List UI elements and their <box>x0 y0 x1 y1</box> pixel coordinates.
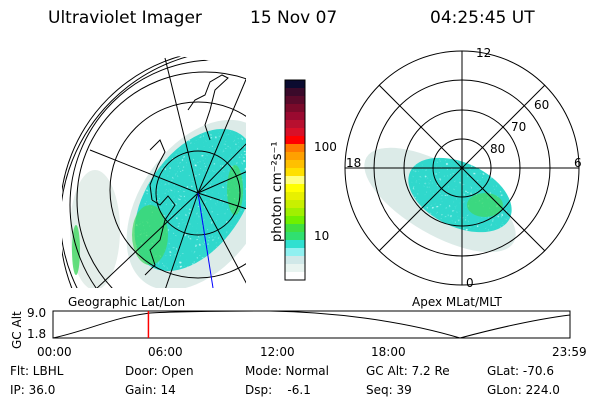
colorbar-swatch <box>285 160 305 169</box>
status-field: Mode: Normal <box>245 364 329 378</box>
colorbar-swatch <box>285 120 305 129</box>
lat-label-60: 60 <box>534 98 550 112</box>
status-field: Gain: 14 <box>125 383 176 397</box>
colorbar-swatch <box>285 152 305 161</box>
colorbar-swatch <box>285 272 305 281</box>
altitude-ytick-min: 1.8 <box>27 327 47 341</box>
status-field: GLat: -70.6 <box>487 364 554 378</box>
colorbar-tick-100: 100 <box>314 140 337 154</box>
mlt-label-6: 6 <box>574 156 582 170</box>
colorbar-unit-label: photon cm⁻²s⁻¹ <box>270 141 285 242</box>
colorbar-frame <box>284 79 306 281</box>
xtick-1200: 12:00 <box>260 345 295 359</box>
left-map-label: Geographic Lat/Lon <box>68 295 186 309</box>
colorbar-swatch <box>285 264 305 273</box>
time-label: 04:25:45 UT <box>430 8 535 28</box>
status-field: Flt: LBHL <box>10 364 64 378</box>
colorbar-swatch <box>285 128 305 137</box>
lat-label-70: 70 <box>511 120 527 134</box>
colorbar-swatch <box>285 176 305 185</box>
status-field: Dsp: -6.1 <box>245 383 311 397</box>
status-field: Seq: 39 <box>366 383 412 397</box>
colorbar-swatch <box>285 256 305 265</box>
colorbar-swatch <box>285 136 305 145</box>
altitude-ytick-max: 9.0 <box>27 306 47 320</box>
colorbar-swatch <box>285 240 305 249</box>
instrument-title: Ultraviolet Imager <box>48 8 202 28</box>
right-map-label: Apex MLat/MLT <box>412 295 502 309</box>
colorbar-swatch <box>285 224 305 233</box>
xtick-1800: 18:00 <box>371 345 406 359</box>
altitude-ylabel: GC Alt <box>10 311 24 349</box>
xtick-0000: 00:00 <box>37 345 72 359</box>
date-label: 15 Nov 07 <box>250 8 338 28</box>
colorbar-swatch <box>285 168 305 177</box>
colorbar-tick-10: 10 <box>314 229 330 243</box>
colorbar-swatch <box>285 216 305 225</box>
colorbar-swatch <box>285 232 305 241</box>
colorbar-swatch <box>285 88 305 97</box>
colorbar-swatch <box>285 208 305 217</box>
status-field: IP: 36.0 <box>10 383 56 397</box>
colorbar-swatch <box>285 144 305 153</box>
colorbar-swatch <box>285 192 305 201</box>
mlt-label-18: 18 <box>346 156 362 170</box>
colorbar-swatch <box>285 248 305 257</box>
colorbar-swatch <box>285 112 305 121</box>
status-field: GC Alt: 7.2 Re <box>366 364 450 378</box>
apex-polar-map <box>344 50 580 286</box>
xtick-0600: 06:00 <box>148 345 183 359</box>
altitude-curve <box>52 310 571 339</box>
mlt-label-12: 12 <box>476 46 492 60</box>
status-field: GLon: 224.0 <box>487 383 560 397</box>
xtick-2359: 23:59 <box>552 345 587 359</box>
status-field: Door: Open <box>125 364 194 378</box>
colorbar-swatch <box>285 80 305 89</box>
mlt-label-0: 0 <box>466 276 474 290</box>
geographic-map <box>62 55 246 288</box>
colorbar-swatch <box>285 184 305 193</box>
colorbar-swatch <box>285 96 305 105</box>
lat-label-80: 80 <box>490 142 506 156</box>
colorbar-swatch <box>285 104 305 113</box>
altitude-plot-frame <box>52 310 571 339</box>
colorbar-swatch <box>285 200 305 209</box>
colorbar <box>285 80 305 281</box>
